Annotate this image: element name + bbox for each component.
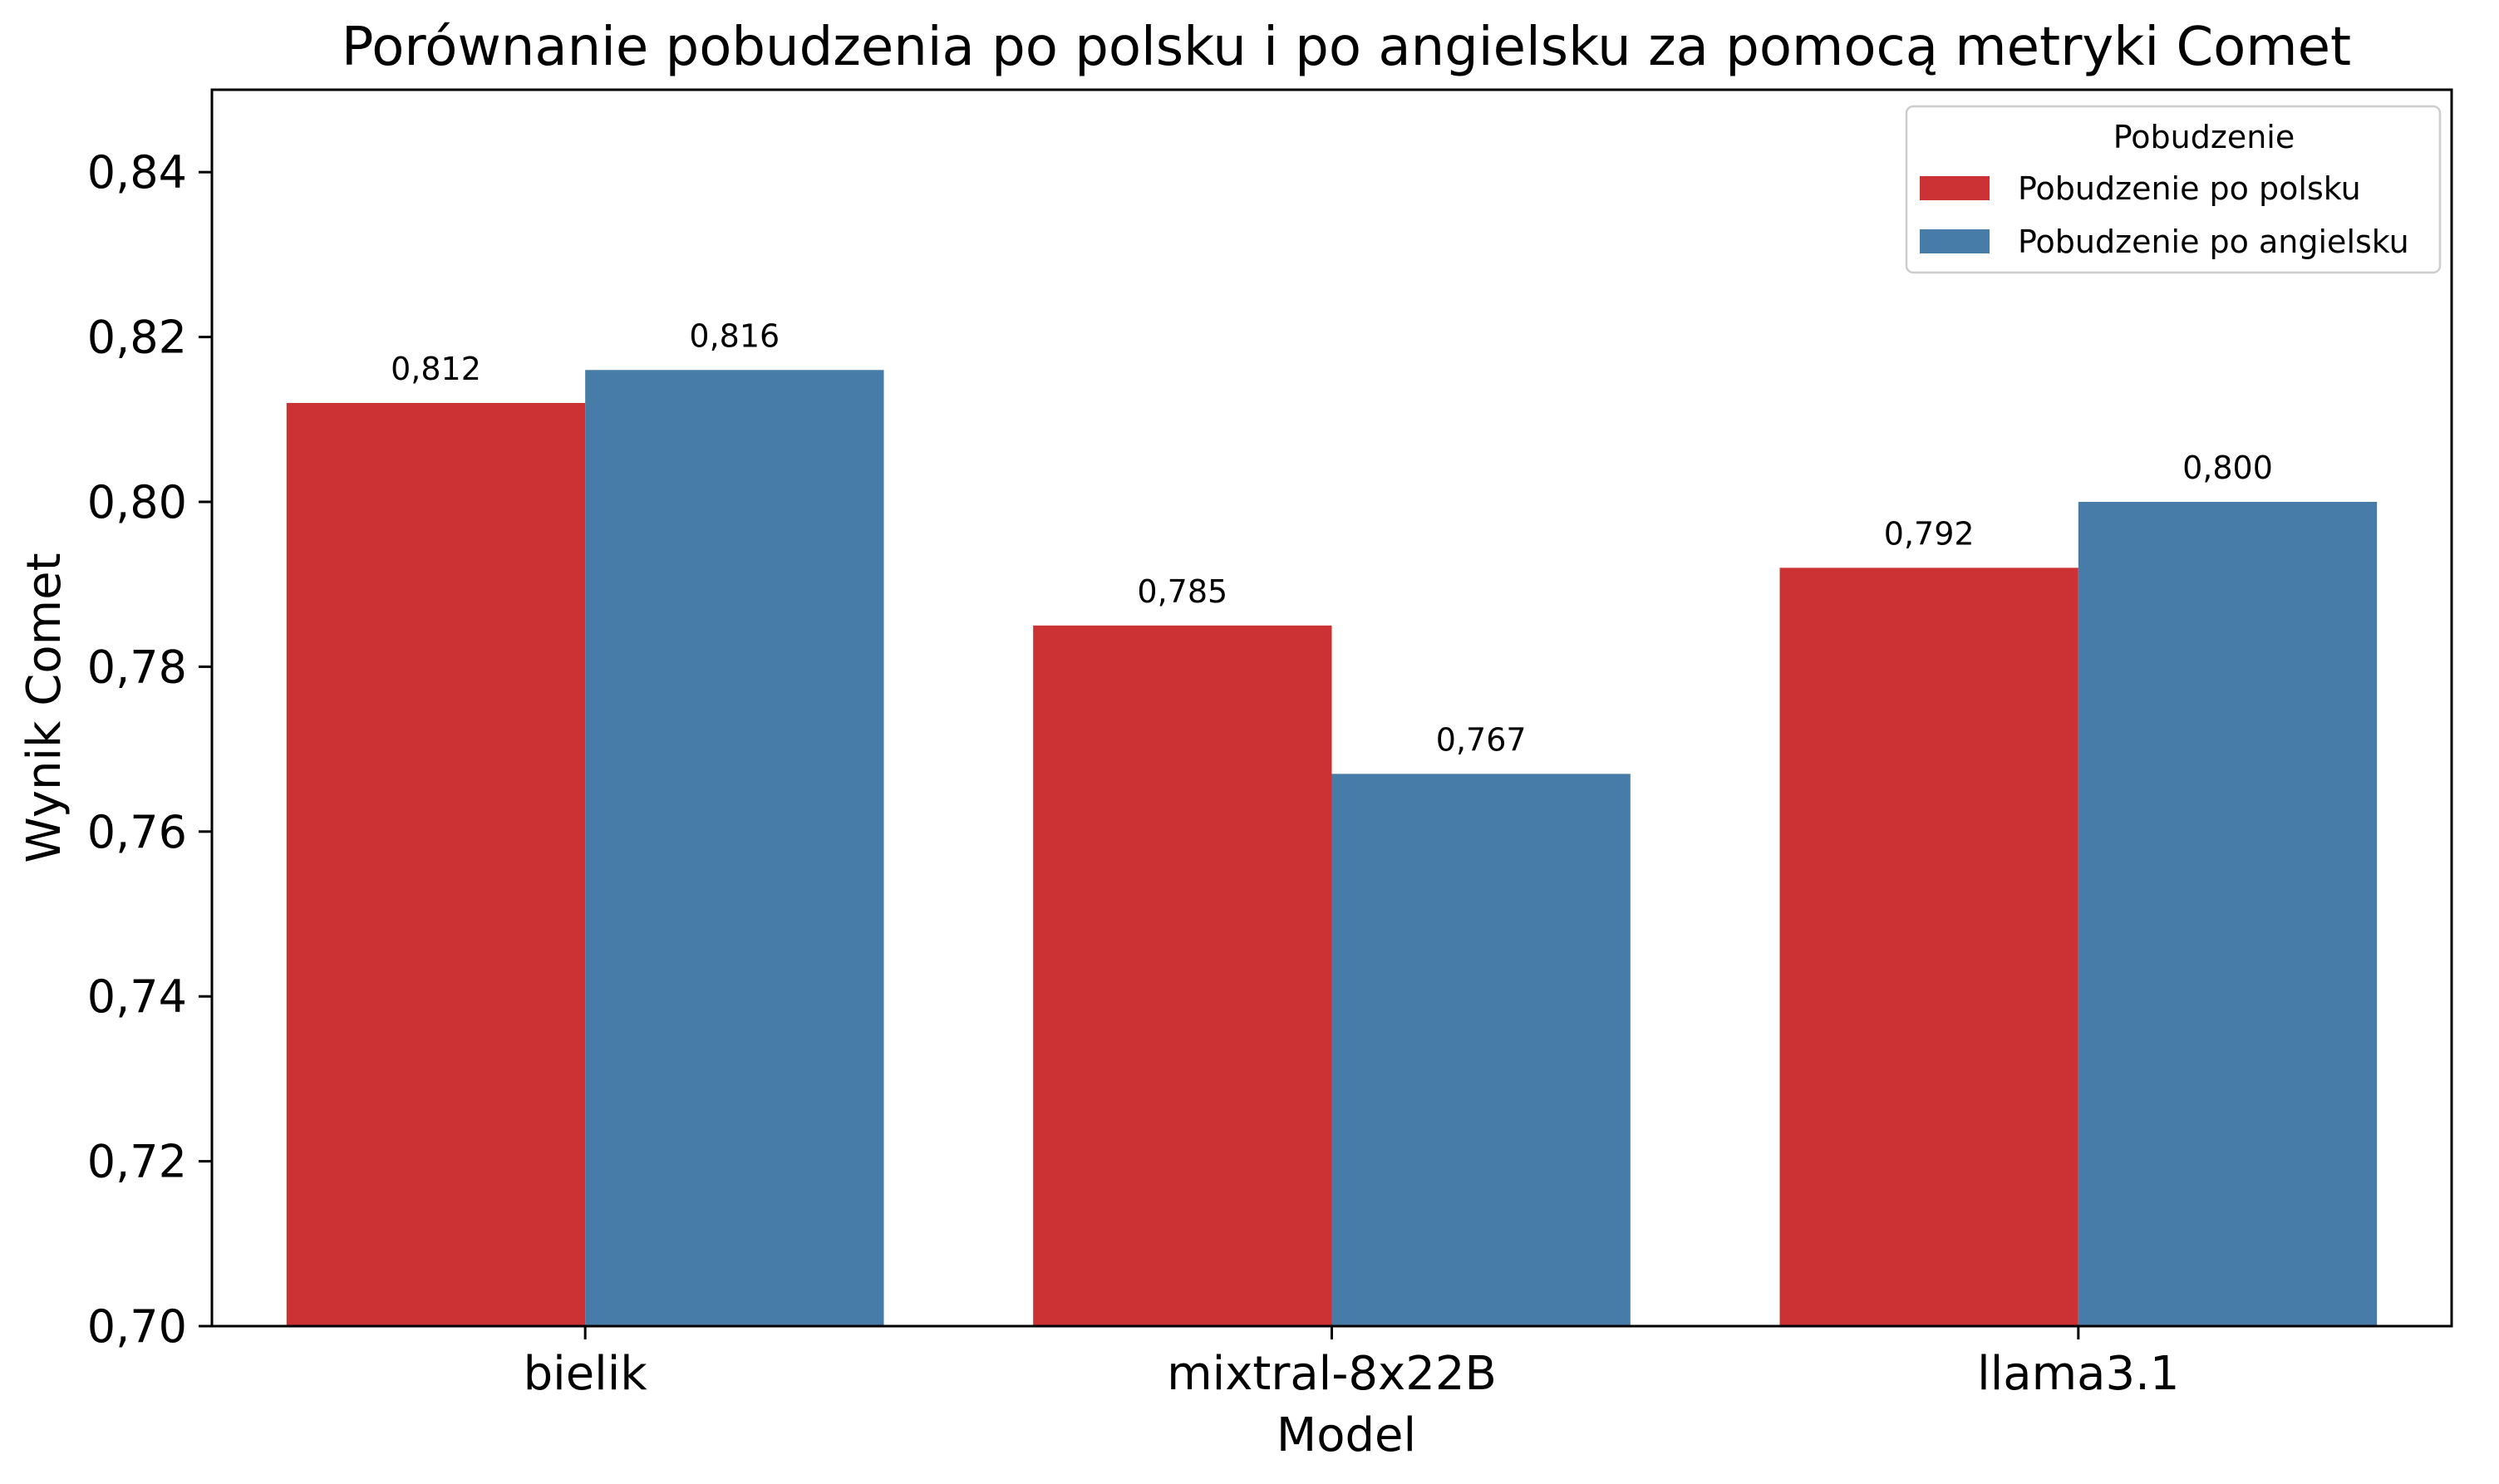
- y-axis: 0,70 0,72 0,74 0,76 0,78 0,80 0,82 0,84: [87, 146, 212, 1353]
- y-tick-label: 0,84: [87, 146, 187, 199]
- y-tick-label: 0,74: [87, 970, 187, 1023]
- legend-label-english: Pobudzenie po angielsku: [2018, 224, 2409, 260]
- bar-value-label: 0,800: [2182, 450, 2273, 486]
- y-tick-label: 0,78: [87, 641, 187, 693]
- x-axis: bielik mixtral-8x22B llama3.1: [524, 1326, 2180, 1401]
- bar-llama3.1-series-2: [2078, 502, 2378, 1326]
- x-tick-label: llama3.1: [1977, 1347, 2179, 1401]
- legend-title: Pobudzenie: [2113, 119, 2295, 155]
- y-axis-label: Wynik Comet: [17, 553, 71, 862]
- bar-value-label: 0,816: [689, 317, 780, 354]
- x-tick-label: mixtral-8x22B: [1167, 1347, 1497, 1401]
- y-tick-label: 0,70: [87, 1300, 187, 1353]
- legend-swatch-polish: [1920, 176, 1990, 200]
- legend: Pobudzenie Pobudzenie po polsku Pobudzen…: [1905, 105, 2442, 274]
- y-tick-label: 0,72: [87, 1136, 187, 1188]
- bar-mixtral-8x22B-series-2: [1331, 774, 1631, 1326]
- bar-value-label: 0,767: [1436, 721, 1527, 758]
- bar-bielik-series-2: [585, 370, 884, 1326]
- bars-group: [286, 370, 2378, 1327]
- x-axis-label: Model: [1277, 1408, 1416, 1462]
- y-tick-label: 0,82: [87, 312, 187, 364]
- bar-labels-group: 0,812 0,785 0,792 0,816 0,767 0,800: [391, 317, 2273, 758]
- legend-frame: [1905, 105, 2442, 274]
- legend-label-polish: Pobudzenie po polsku: [2018, 170, 2361, 207]
- y-tick-label: 0,80: [87, 476, 187, 528]
- bar-value-label: 0,812: [391, 351, 481, 387]
- bar-llama3.1-series-1: [1779, 568, 2078, 1326]
- bar-mixtral-8x22B-series-1: [1033, 625, 1332, 1326]
- bar-value-label: 0,792: [1884, 515, 1975, 552]
- x-tick-label: bielik: [524, 1347, 648, 1401]
- legend-swatch-english: [1920, 229, 1990, 253]
- chart-title: Porównanie pobudzenia po polsku i po ang…: [342, 17, 2351, 78]
- y-tick-label: 0,76: [87, 806, 187, 858]
- bar-value-label: 0,785: [1137, 573, 1227, 610]
- bar-bielik-series-1: [286, 402, 586, 1327]
